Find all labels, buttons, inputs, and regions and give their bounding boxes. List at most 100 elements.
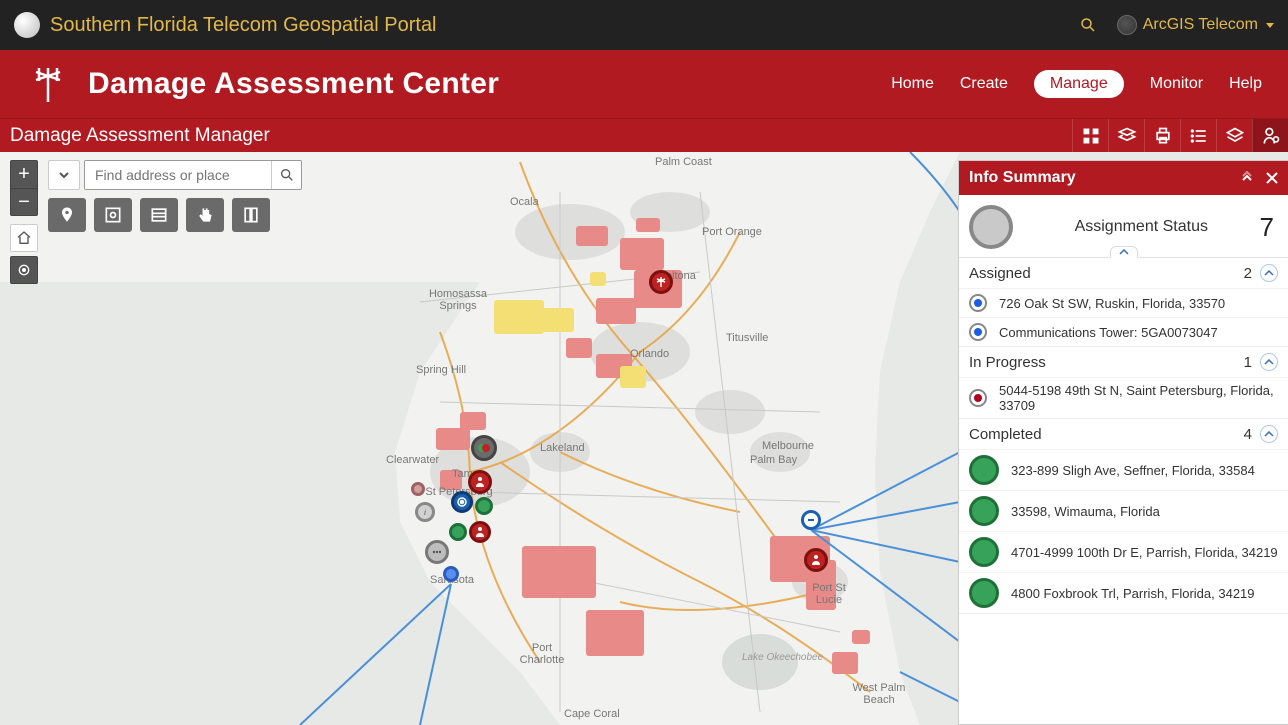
city-label: Lakeland: [540, 442, 585, 454]
tool-info-icon[interactable]: [1252, 119, 1288, 152]
city-label: West Palm Beach: [846, 682, 912, 706]
status-dot-icon: [969, 294, 987, 312]
nav-monitor[interactable]: Monitor: [1150, 75, 1203, 93]
portal-topbar: Southern Florida Telecom Geospatial Port…: [0, 0, 1288, 50]
zoom-out-button[interactable]: −: [11, 188, 37, 215]
map-toolbar: [48, 198, 270, 232]
city-label: Lake Okeechobee: [742, 652, 823, 663]
search-icon[interactable]: [1079, 16, 1097, 34]
damage-zone[interactable]: [636, 218, 660, 232]
map-marker[interactable]: [471, 435, 497, 461]
search-input[interactable]: [85, 161, 271, 189]
map-tool-table[interactable]: [140, 198, 178, 232]
map-tool-select[interactable]: [94, 198, 132, 232]
section-count: 1: [1244, 354, 1252, 371]
portal-logo-icon: [14, 12, 40, 38]
assignment-item[interactable]: 323-899 Sligh Ave, Seffner, Florida, 335…: [959, 449, 1288, 490]
panel-close-icon[interactable]: [1266, 172, 1278, 184]
damage-zone[interactable]: [620, 238, 664, 270]
map-marker[interactable]: [801, 510, 821, 530]
damage-zone[interactable]: [566, 338, 592, 358]
damage-zone[interactable]: [832, 652, 858, 674]
assignment-label: 33598, Wimauma, Florida: [1011, 504, 1160, 519]
nav-create[interactable]: Create: [960, 75, 1008, 93]
chevron-down-icon: [1266, 23, 1274, 28]
assignment-item[interactable]: 5044-5198 49th St N, Saint Petersburg, F…: [959, 377, 1288, 418]
damage-zone[interactable]: [596, 298, 636, 324]
status-section: Assigned2726 Oak St SW, Ruskin, Florida,…: [959, 258, 1288, 347]
warning-zone[interactable]: [494, 300, 544, 334]
locate-button[interactable]: [10, 256, 38, 284]
tool-list-icon[interactable]: [1180, 119, 1216, 152]
panel-collapse-icon[interactable]: [1240, 171, 1254, 185]
map-marker[interactable]: [804, 548, 828, 572]
section-header[interactable]: Completed4: [959, 419, 1288, 449]
warning-zone[interactable]: [540, 308, 574, 332]
account-globe-icon: [1117, 15, 1137, 35]
search-source-dropdown[interactable]: [48, 160, 80, 190]
status-dot-icon: [969, 323, 987, 341]
map-tool-bookmark[interactable]: [232, 198, 270, 232]
map-tool-gesture[interactable]: [186, 198, 224, 232]
damage-zone[interactable]: [586, 610, 644, 656]
map-marker[interactable]: [451, 491, 473, 513]
info-summary-panel: Info Summary Assignment Status 7 Assigne…: [958, 160, 1288, 725]
tool-layers-icon[interactable]: [1216, 119, 1252, 152]
map-marker[interactable]: [469, 521, 491, 543]
assignment-item[interactable]: Communications Tower: 5GA0073047: [959, 317, 1288, 346]
section-name: Completed: [969, 426, 1042, 443]
zoom-in-button[interactable]: +: [11, 161, 37, 188]
city-label: Port St Lucie: [804, 582, 854, 606]
assignment-item[interactable]: 4800 Foxbrook Trl, Parrish, Florida, 342…: [959, 572, 1288, 613]
panel-expand-tab[interactable]: [1110, 246, 1138, 258]
assignment-label: Communications Tower: 5GA0073047: [999, 325, 1218, 340]
tool-basemap-icon[interactable]: [1108, 119, 1144, 152]
assignment-item[interactable]: 4701-4999 100th Dr E, Parrish, Florida, …: [959, 531, 1288, 572]
nav-home[interactable]: Home: [891, 75, 934, 93]
section-collapse-icon[interactable]: [1260, 353, 1278, 371]
search-submit-button[interactable]: [271, 161, 301, 189]
section-collapse-icon[interactable]: [1260, 264, 1278, 282]
map-marker[interactable]: [649, 270, 673, 294]
portal-title: Southern Florida Telecom Geospatial Port…: [50, 14, 437, 37]
nav-help[interactable]: Help: [1229, 75, 1262, 93]
section-collapse-icon[interactable]: [1260, 425, 1278, 443]
map-marker[interactable]: [411, 482, 425, 496]
warning-zone[interactable]: [590, 272, 606, 286]
assignment-label: 4800 Foxbrook Trl, Parrish, Florida, 342…: [1011, 586, 1255, 601]
home-extent-button[interactable]: [10, 224, 38, 252]
map-tool-add-point[interactable]: [48, 198, 86, 232]
warning-zone[interactable]: [620, 366, 646, 388]
map-marker[interactable]: [468, 470, 492, 494]
damage-zone[interactable]: [436, 428, 470, 450]
assignment-item[interactable]: 33598, Wimauma, Florida: [959, 490, 1288, 531]
damage-zone[interactable]: [460, 412, 486, 430]
account-menu[interactable]: ArcGIS Telecom: [1117, 15, 1274, 35]
map-marker[interactable]: [449, 523, 467, 541]
assignment-label: 5044-5198 49th St N, Saint Petersburg, F…: [999, 383, 1278, 413]
damage-zone[interactable]: [852, 630, 870, 644]
section-header[interactable]: In Progress1: [959, 347, 1288, 377]
map-viewport[interactable]: Palm CoastOcalaPort OrangeDeltonaHomosas…: [0, 152, 1288, 725]
status-dot-icon: [969, 496, 999, 526]
city-label: Port Orange: [702, 226, 762, 238]
map-marker[interactable]: [475, 497, 493, 515]
damage-zone[interactable]: [522, 546, 596, 598]
map-marker[interactable]: i: [415, 502, 435, 522]
app-logo-icon: [26, 62, 70, 106]
tool-print-icon[interactable]: [1144, 119, 1180, 152]
status-dot-icon: [969, 455, 999, 485]
city-label: Melbourne: [762, 440, 814, 452]
assignment-item[interactable]: 726 Oak St SW, Ruskin, Florida, 33570: [959, 288, 1288, 317]
city-label: Orlando: [630, 348, 669, 360]
section-header[interactable]: Assigned2: [959, 258, 1288, 288]
subbar-tools: [1072, 119, 1288, 152]
map-marker[interactable]: [443, 566, 459, 582]
tool-grid-icon[interactable]: [1072, 119, 1108, 152]
status-dot-icon: [969, 537, 999, 567]
city-label: Port Charlotte: [512, 642, 572, 666]
subbar-title: Damage Assessment Manager: [10, 125, 270, 147]
map-marker[interactable]: [425, 540, 449, 564]
nav-manage[interactable]: Manage: [1034, 70, 1124, 98]
damage-zone[interactable]: [576, 226, 608, 246]
